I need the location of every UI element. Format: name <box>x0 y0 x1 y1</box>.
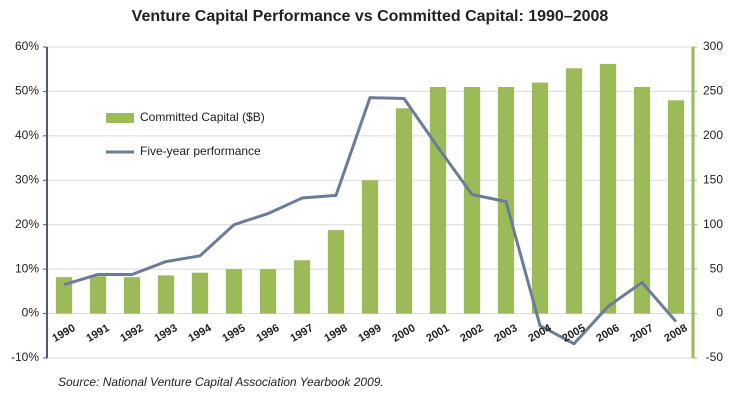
bar <box>55 277 73 314</box>
x-tick-label: 2001 <box>424 322 451 345</box>
x-tick-label: 1992 <box>118 322 145 345</box>
bar <box>565 68 583 314</box>
x-tick-label: 1991 <box>84 322 111 345</box>
y2-tick-label: -50 <box>706 350 724 364</box>
y2-tick-label: 150 <box>703 172 723 186</box>
y-tick-label: 10% <box>15 261 39 275</box>
x-tick-label: 2004 <box>526 322 554 345</box>
bar <box>327 230 345 314</box>
y-tick-label: 20% <box>15 217 39 231</box>
bar <box>123 277 141 314</box>
x-tick-label: 2005 <box>560 322 587 345</box>
chart-title: Venture Capital Performance vs Committed… <box>132 8 609 25</box>
x-tick-label: 1997 <box>288 322 315 345</box>
x-tick-label: 2002 <box>458 322 485 345</box>
y-tick-label: 30% <box>15 172 39 186</box>
x-tick-label: 2003 <box>492 322 519 345</box>
y-tick-label: -10% <box>11 350 39 364</box>
x-tick-label: 1999 <box>356 322 383 345</box>
bar <box>361 180 379 314</box>
x-tick-label: 2000 <box>390 322 417 345</box>
bar <box>429 86 447 314</box>
y2-tick-label: 50 <box>710 261 724 275</box>
y2-tick-label: 300 <box>703 39 723 53</box>
y-tick-label: 60% <box>15 39 39 53</box>
bar <box>633 86 651 314</box>
source-note: Source: National Venture Capital Associa… <box>58 375 384 389</box>
y2-tick-label: 200 <box>703 128 723 142</box>
bar <box>293 260 311 314</box>
x-tick-label: 2008 <box>662 322 689 345</box>
bar <box>259 269 277 314</box>
y-tick-label: 40% <box>15 128 39 142</box>
y2-tick-label: 100 <box>703 217 723 231</box>
x-tick-label: 2006 <box>594 322 621 345</box>
x-tick-label: 2007 <box>628 322 655 345</box>
legend-swatch <box>106 113 134 123</box>
y2-tick-label: 0 <box>716 306 723 320</box>
legend-label: Committed Capital ($B) <box>140 110 265 124</box>
bar <box>667 100 685 314</box>
x-tick-label: 1993 <box>152 322 179 345</box>
x-tick-label: 1995 <box>220 322 247 345</box>
x-tick-label: 1990 <box>50 322 77 345</box>
bar <box>599 63 617 314</box>
legend-label: Five-year performance <box>140 144 261 158</box>
y2-tick-label: 250 <box>703 84 723 98</box>
x-tick-label: 1998 <box>322 322 349 345</box>
x-tick-label: 1996 <box>254 322 281 345</box>
bar <box>531 82 549 314</box>
bar <box>89 276 107 314</box>
bar <box>395 108 413 314</box>
x-tick-label: 1994 <box>186 322 214 345</box>
y-tick-label: 50% <box>15 84 39 98</box>
bar <box>157 275 175 314</box>
bar <box>191 272 209 314</box>
y-tick-label: 0% <box>22 306 40 320</box>
bar <box>225 269 243 314</box>
bar <box>463 86 481 314</box>
line <box>63 96 678 346</box>
